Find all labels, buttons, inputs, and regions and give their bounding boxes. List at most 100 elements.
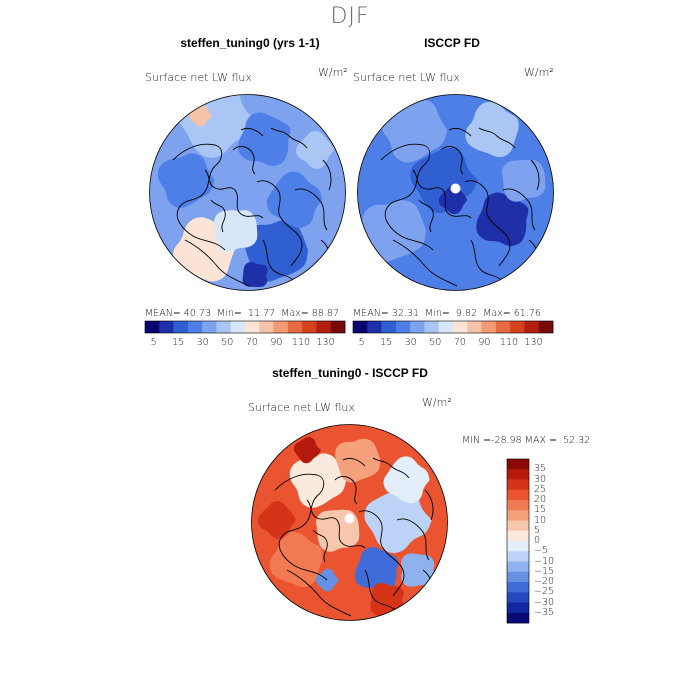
panel-3-field-region (289, 453, 347, 508)
panel-1-coastline (240, 127, 308, 149)
panel-3-colorbar-tick-label: 0 (534, 535, 541, 546)
panel-3-colorbar-swatch (507, 592, 529, 603)
panel-3-coastline (312, 529, 328, 563)
panel-2-colorbar-swatch (353, 321, 368, 333)
panel-1-field-region (238, 112, 291, 167)
panel-3-colorbar-tick-label: 30 (534, 473, 547, 485)
panel-1-max-value: 88.87 (311, 308, 339, 319)
panel-2-coastline (380, 143, 434, 251)
panel-2-coastline (440, 146, 464, 175)
panel-2-colorbar-tick-label: 30 (404, 337, 417, 348)
panel-3-field-region (258, 500, 297, 539)
panel-1-field-region (242, 262, 268, 288)
panel-2-colorbar-tick-label: 5 (358, 337, 365, 348)
panel-2-coastline (418, 199, 434, 233)
panel-2-colorbar-swatch (438, 321, 454, 333)
panel-2-colorbar-swatch (538, 321, 554, 333)
panel-2-field-region (476, 192, 529, 247)
panel-3-min-label: MIN = (462, 435, 492, 446)
panel-3-colorbar-tick-label: 10 (534, 514, 547, 526)
panel-1-colorbar-swatch (330, 321, 346, 333)
panel-3-colorbar-swatch (507, 510, 529, 521)
panel-3-field-region (370, 582, 404, 617)
panel-2-colorbar-swatch (510, 321, 525, 333)
panel-2-colorbar-swatch (424, 321, 440, 333)
panel-3-colorbar-ticks: 35 30 25 20 15 10 5 0 −5 −10 −15 −20 −25 −30 −35 (534, 459, 574, 623)
panel-3-field-region (315, 568, 339, 592)
panel-1-colorbar-tick-label: 110 (291, 337, 311, 348)
panel-3-units: W/m² (422, 396, 452, 409)
panel-3-colorbar-tick-label: 15 (534, 504, 547, 516)
panel-1-colorbar-tick-label: 5 (150, 337, 157, 348)
panel-2-colorbar-swatch (410, 321, 425, 333)
panel-1-colorbar-tick-label: 130 (316, 337, 335, 348)
panel-3-colorbar-tick-label: 25 (534, 483, 547, 495)
panel-1-colorbar-swatch (273, 321, 289, 333)
panel-2-colorbar-swatch (524, 321, 540, 333)
panel-3-field-region (383, 456, 430, 504)
panel-3-coastline (358, 510, 405, 597)
panel-2-min-value: 9.82 (455, 308, 478, 319)
panel-2-map-boundary (357, 94, 554, 291)
panel-1-field-region (225, 169, 267, 211)
panel-2-mean-value: 32.31 (391, 308, 419, 319)
panel-3-coastline (342, 457, 410, 479)
panel-1-colorbar-swatch (259, 321, 274, 333)
panel-1-colorbar-tick-label: 15 (172, 337, 185, 348)
panel-3-colorbar-tick-label: 5 (534, 524, 541, 536)
panel-2-max-value: 61.76 (513, 308, 541, 319)
panel-3-colorbar-swatch (507, 571, 529, 583)
panel-1-min-value: 11.77 (247, 308, 276, 319)
panel-3-colorbar-tick-label: 20 (534, 494, 547, 505)
panel-3-coastline (364, 569, 396, 611)
panel-3-colorbar-frame (506, 458, 530, 624)
panel-2-coastline (470, 239, 502, 281)
panel-3-colorbar-tick-label: −20 (534, 576, 555, 587)
panel-1-colorbar (144, 320, 346, 334)
main-title: DJF (330, 4, 370, 29)
panel-2-colorbar-frame (352, 320, 554, 334)
panel-1-coastline (184, 239, 250, 287)
panel-2-colorbar-swatch (495, 321, 511, 333)
panel-2-colorbar-tick-label: 50 (429, 337, 442, 348)
panel-2-units: W/m² (524, 66, 554, 79)
panel-3-map-boundary (251, 424, 448, 621)
panel-2-stats: MEAN= 32.31 Min= 9.82 Max= 61.76 (353, 308, 541, 319)
panel-1-colorbar-tick-label: 70 (245, 337, 258, 348)
panel-1-colorbar-swatch (287, 321, 303, 333)
panel-2-colorbar-tick-label: 15 (380, 337, 393, 348)
panel-2-field-region (502, 159, 546, 202)
panel-2-pole-hole (450, 183, 461, 194)
panel-1-title: steffen_tuning0 (yrs 1-1) (180, 36, 320, 50)
panel-1-coastline (210, 199, 226, 233)
panel-2-field-region (438, 185, 468, 215)
panel-1-field-region (296, 130, 335, 169)
panel-2-colorbar-tick-label: 70 (453, 337, 466, 348)
panel-3-field-region (401, 553, 435, 587)
panel-1-map-boundary (149, 94, 346, 291)
panel-1-coastline (256, 180, 303, 267)
panel-3-colorbar-tick-label: −25 (534, 586, 555, 598)
panel-2-coastline (392, 239, 458, 287)
panel-2-mean-label: MEAN= (353, 308, 389, 319)
panel-3-coastline (396, 518, 430, 561)
panel-3-max-label: MAX = (524, 435, 557, 446)
panel-2-coastline (448, 127, 516, 149)
panel-2-field-region (434, 231, 491, 288)
panel-3-colorbar-swatch (507, 602, 529, 614)
panel-3-colorbar-tick-label: −10 (534, 555, 555, 567)
panel-3-colorbar-swatch (507, 459, 529, 470)
panel-2-title: ISCCP FD (424, 36, 480, 50)
panel-2-coastline (502, 188, 536, 231)
panel-1-colorbar-swatch (245, 321, 260, 333)
panel-3-pole-hole (344, 513, 355, 524)
panel-2-variable-label: Surface net LW flux (353, 71, 460, 84)
panel-1-mean-value: 40.73 (183, 308, 211, 319)
panel-2-colorbar-tick-label: 130 (524, 337, 543, 348)
panel-3-colorbar (506, 458, 530, 624)
panel-1-colorbar-tick-label: 30 (196, 337, 209, 348)
panel-2-colorbar (352, 320, 554, 334)
panel-3-polar-map (251, 424, 448, 621)
panel-1-field-region (214, 209, 258, 252)
panel-3-field-region (269, 531, 323, 588)
